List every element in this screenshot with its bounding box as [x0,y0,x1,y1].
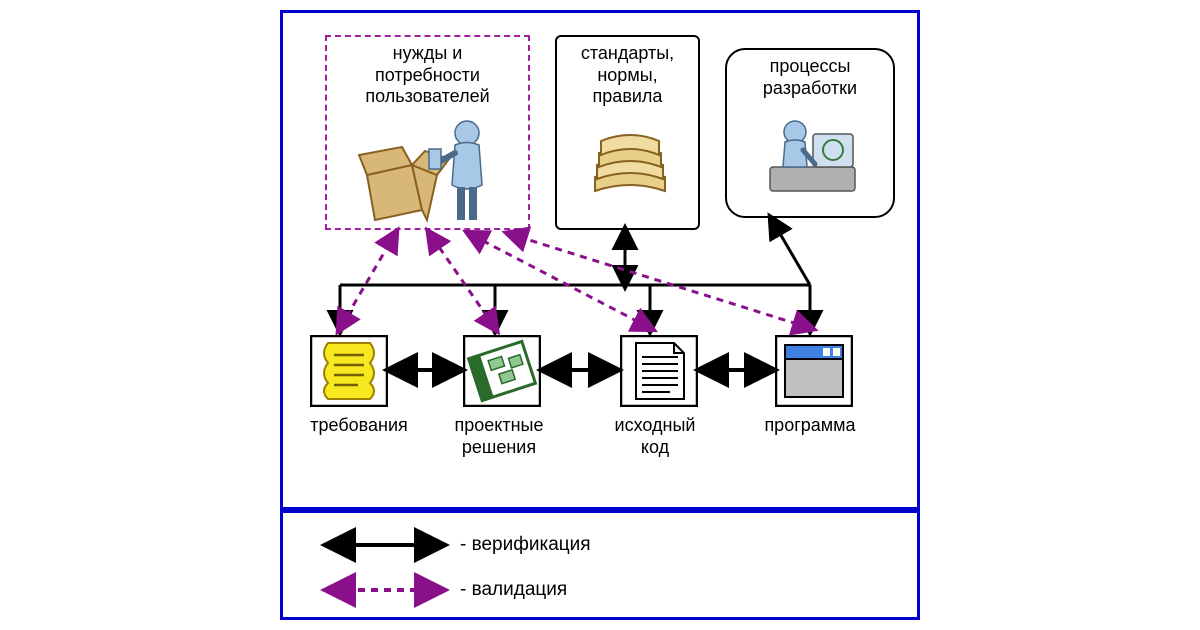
node-user-needs-label: нужды и потребности пользователей [335,43,520,108]
node-process: процессы разработки [725,48,895,218]
program-icon [775,335,853,412]
developer-icon [765,112,860,208]
node-standards: стандарты, нормы, правила [555,35,700,230]
legend-validation-label: - валидация [460,579,567,601]
source-code-icon [620,335,698,412]
node-process-label: процессы разработки [737,56,883,99]
source-label: исходный код [585,415,725,458]
designs-label: проектные решения [434,415,564,458]
books-icon [585,127,675,213]
node-user-needs: нужды и потребности пользователей [325,35,530,230]
designs-icon [463,335,541,412]
user-box-icon [357,115,507,231]
requirements-label: требования [294,415,424,437]
program-label: программа [745,415,875,437]
node-standards-label: стандарты, нормы, правила [567,43,688,108]
requirements-icon [310,335,388,412]
legend-verification-label: - верификация [460,534,591,556]
legend-frame [280,510,920,620]
